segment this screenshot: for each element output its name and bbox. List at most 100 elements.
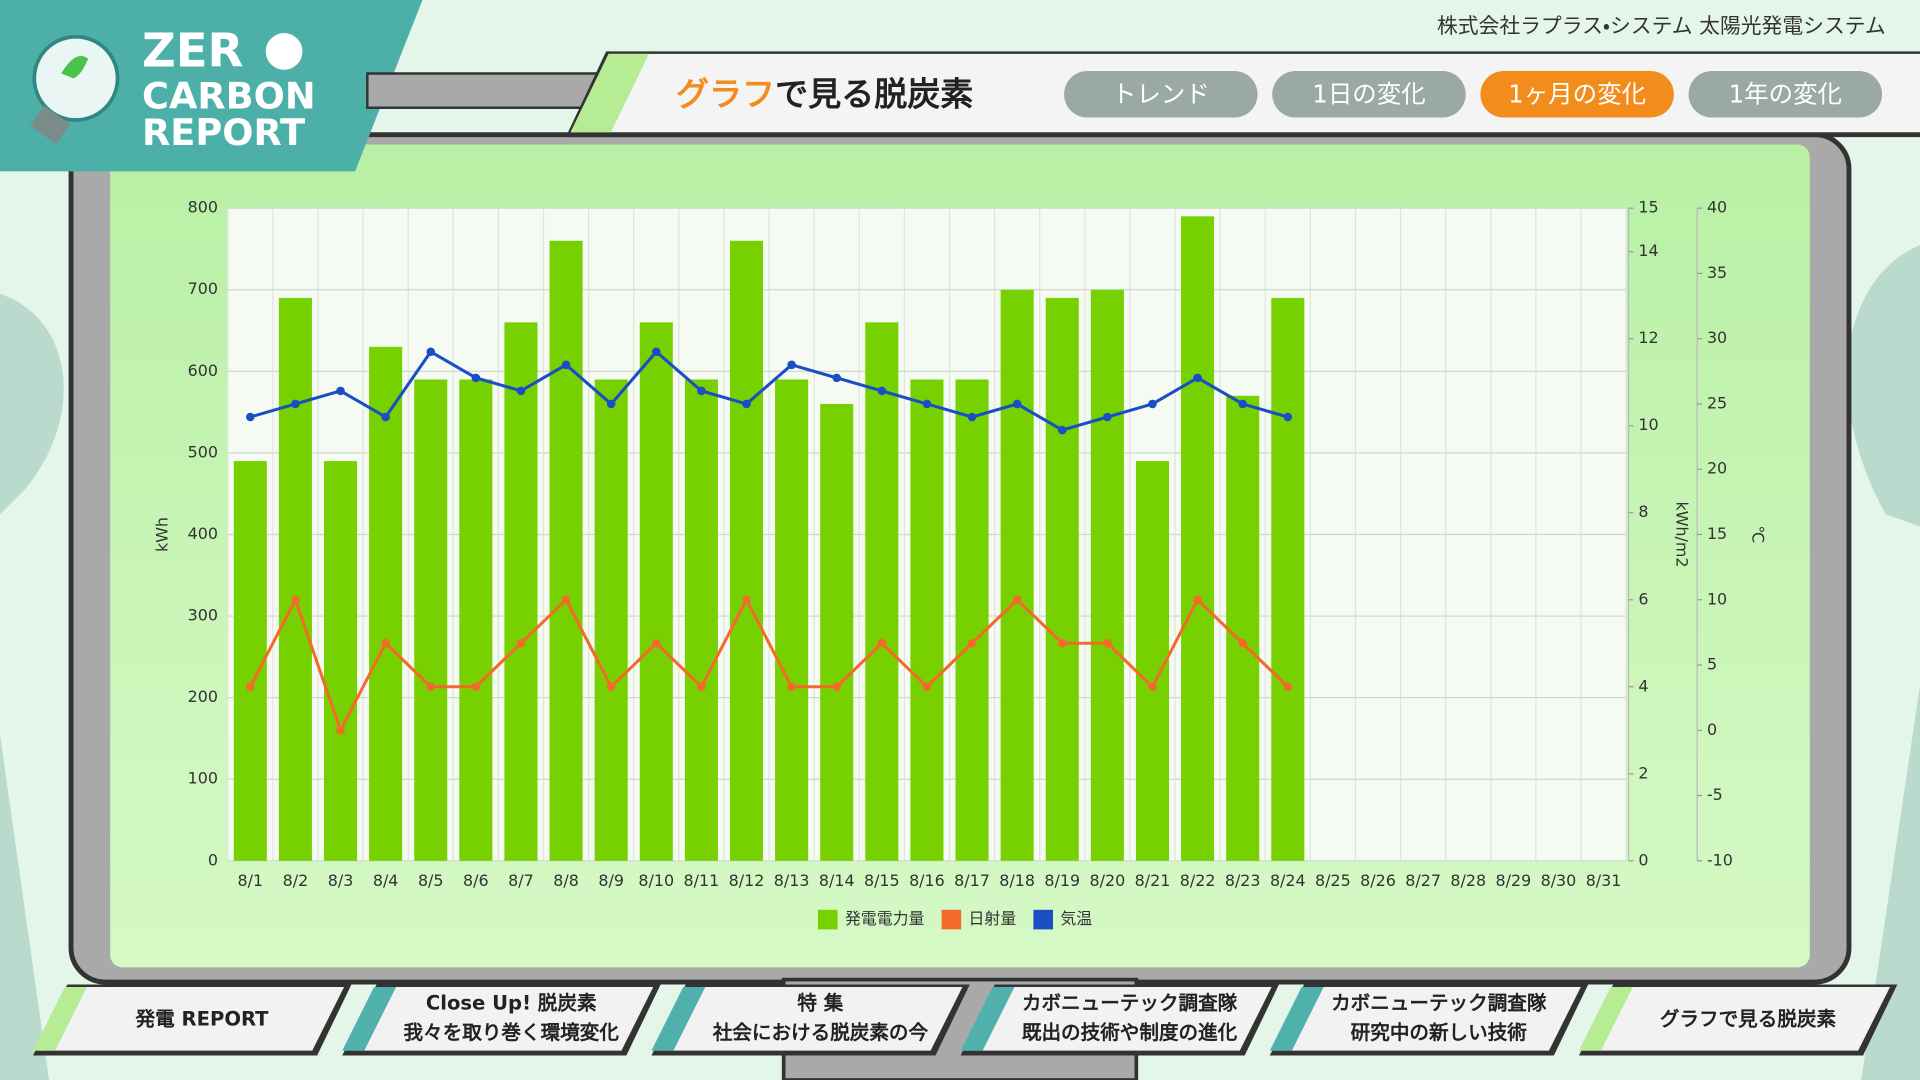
y3-tick-label: -10 <box>1707 850 1733 869</box>
bar <box>955 379 989 861</box>
title-accent: グラフ <box>676 74 775 113</box>
line-point <box>336 726 345 735</box>
line-point <box>516 638 526 648</box>
nav-face[interactable] <box>960 986 1272 1051</box>
line-point <box>381 412 390 422</box>
x-tick-label: 8/7 <box>508 871 534 890</box>
nav-label[interactable]: 特 集 <box>797 992 843 1015</box>
nav-label[interactable]: カボニューテック調査隊 <box>1331 992 1547 1015</box>
x-tick-label: 8/18 <box>999 871 1035 890</box>
nav-stripe[interactable] <box>342 986 397 1051</box>
tab-label[interactable]: 1ヶ月の変化 <box>1508 80 1646 109</box>
logo-base <box>30 105 71 145</box>
x-tick-label: 8/24 <box>1270 871 1306 890</box>
bar <box>278 297 312 861</box>
nav-label[interactable]: カボニューテック調査隊 <box>1022 992 1238 1015</box>
nav-face[interactable] <box>1578 986 1890 1051</box>
tab[interactable]: 1ヶ月の変化 <box>1480 71 1674 118</box>
x-tick-label: 8/22 <box>1180 871 1216 890</box>
nav-stripe[interactable] <box>1269 986 1324 1051</box>
bar <box>1045 297 1079 861</box>
nav-button[interactable]: グラフで見る脱炭素 <box>1578 984 1898 1056</box>
x-tick-label: 8/1 <box>238 871 264 890</box>
nav-face[interactable] <box>33 986 345 1051</box>
x-tick-label: 8/3 <box>328 871 354 890</box>
nav-stripe[interactable] <box>651 986 706 1051</box>
nav-face[interactable] <box>342 986 654 1051</box>
y-tick-label: 400 <box>188 524 218 543</box>
y-tick-label: 800 <box>188 198 218 217</box>
line-point <box>1012 399 1022 409</box>
bar <box>1226 395 1260 861</box>
line-point <box>381 638 390 648</box>
nav-button[interactable]: 発電 REPORT <box>33 984 352 1056</box>
bar <box>1181 216 1215 861</box>
title-rest: で見る脱炭素 <box>775 74 973 113</box>
company-name: 株式会社ラプラス・システム 太陽光発電システム <box>1437 14 1886 38</box>
line-point <box>832 682 842 692</box>
x-tick-label: 8/9 <box>598 871 624 890</box>
nav-label[interactable]: 我々を取り巻く環境変化 <box>404 1021 620 1044</box>
line-point <box>291 595 300 605</box>
y3-axis-label: ℃ <box>1749 526 1768 544</box>
line-point <box>516 386 526 396</box>
tab-group: トレンド 1日の変化 1ヶ月の変化 1年の変化 <box>1064 71 1883 118</box>
line-point <box>606 682 616 692</box>
bar <box>684 379 718 861</box>
tab-button[interactable] <box>1480 71 1674 118</box>
nav-label[interactable]: 発電 REPORT <box>135 1008 270 1031</box>
tab[interactable]: 1日の変化 <box>1272 71 1466 118</box>
title-stripe <box>570 53 649 133</box>
legend-label: 日射量 <box>969 909 1017 928</box>
x-tick-label: 8/20 <box>1090 871 1126 890</box>
x-tick-label: 8/12 <box>729 871 765 890</box>
nav-label[interactable]: グラフで見る脱炭素 <box>1660 1008 1837 1031</box>
line-point <box>426 347 436 357</box>
line-point <box>561 360 571 370</box>
y3-tick-label: 35 <box>1707 263 1727 282</box>
y3-tick-label: 25 <box>1707 393 1727 412</box>
line-point <box>471 682 481 692</box>
tab-label[interactable]: トレンド <box>1112 80 1210 109</box>
line <box>248 595 1289 735</box>
tab-button[interactable] <box>1272 71 1466 118</box>
nav-stripe[interactable] <box>1578 986 1633 1051</box>
line-point <box>1103 412 1112 422</box>
x-tick-label: 8/27 <box>1405 871 1441 890</box>
line-point <box>1148 399 1157 409</box>
line-point <box>1057 425 1067 435</box>
line-point <box>787 360 796 370</box>
line-point <box>922 682 932 692</box>
tab-button[interactable] <box>1064 71 1258 118</box>
nav-label[interactable]: 社会における脱炭素の今 <box>712 1021 929 1044</box>
tab-label[interactable]: 1年の変化 <box>1729 80 1842 109</box>
line-point <box>291 399 300 409</box>
y2-tick-label: 10 <box>1638 415 1658 434</box>
x-tick-label: 8/25 <box>1315 871 1351 890</box>
logo-leaf <box>61 55 89 79</box>
line-point <box>471 373 481 383</box>
logo-text: ZER <box>142 23 243 77</box>
line-point <box>1193 595 1202 605</box>
y-tick-label: 600 <box>188 361 218 380</box>
nav-label[interactable]: 既出の技術や制度の進化 <box>1022 1021 1238 1044</box>
nav-label[interactable]: 研究中の新しい技術 <box>1351 1021 1528 1044</box>
line-point <box>606 399 616 409</box>
tab-button[interactable] <box>1688 71 1883 118</box>
nav-face[interactable] <box>651 986 963 1051</box>
tab[interactable]: 1年の変化 <box>1688 71 1883 118</box>
tab-label[interactable]: 1日の変化 <box>1312 80 1425 109</box>
nav-stripe[interactable] <box>33 986 87 1051</box>
line-point <box>742 399 751 409</box>
tab[interactable]: トレンド <box>1064 71 1258 118</box>
nav-stripe[interactable] <box>960 986 1015 1051</box>
nav-label[interactable]: Close Up! 脱炭素 <box>426 992 597 1015</box>
bar <box>369 346 403 861</box>
x-tick-label: 8/4 <box>373 871 399 890</box>
nav-face[interactable] <box>1269 986 1581 1051</box>
